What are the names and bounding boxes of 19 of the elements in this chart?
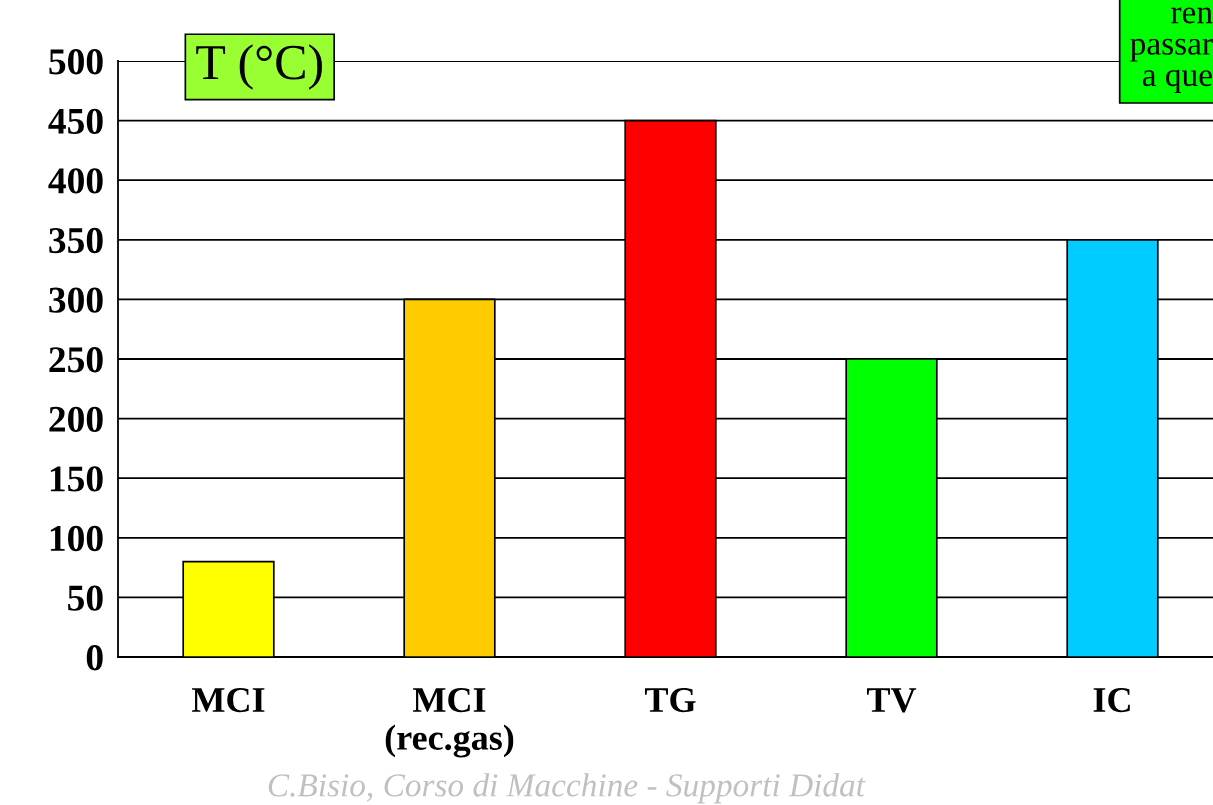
x-tick-label: IC [1093, 687, 1130, 713]
y-tick-label: 450 [48, 108, 103, 134]
y-tick-label: 150 [50, 466, 103, 492]
y-tick-label: 100 [50, 525, 103, 552]
x-tick-label: TV [866, 688, 917, 713]
text: C.Bisio, Corso di Macchine - Supporti Didat [268, 773, 866, 804]
x-tick-label: TG [644, 687, 696, 713]
y-tick-label: 350 [49, 227, 103, 254]
x-tick-label: MCI [192, 687, 265, 713]
y-tick-label: 400 [48, 168, 103, 194]
y-tick-label: 0 [86, 645, 103, 671]
chart-title: T (°C) [196, 44, 322, 90]
annotation: ren passar a que [1130, 7, 1213, 93]
y-tick-label: 200 [49, 406, 103, 432]
y-tick-label: 500 [49, 49, 103, 75]
y-tick-label: 50 [68, 585, 103, 611]
y-tick-label: 300 [49, 287, 103, 313]
x-tick-label: MCI (rec.gas) [385, 687, 514, 758]
y-tick-label: 250 [49, 347, 103, 373]
